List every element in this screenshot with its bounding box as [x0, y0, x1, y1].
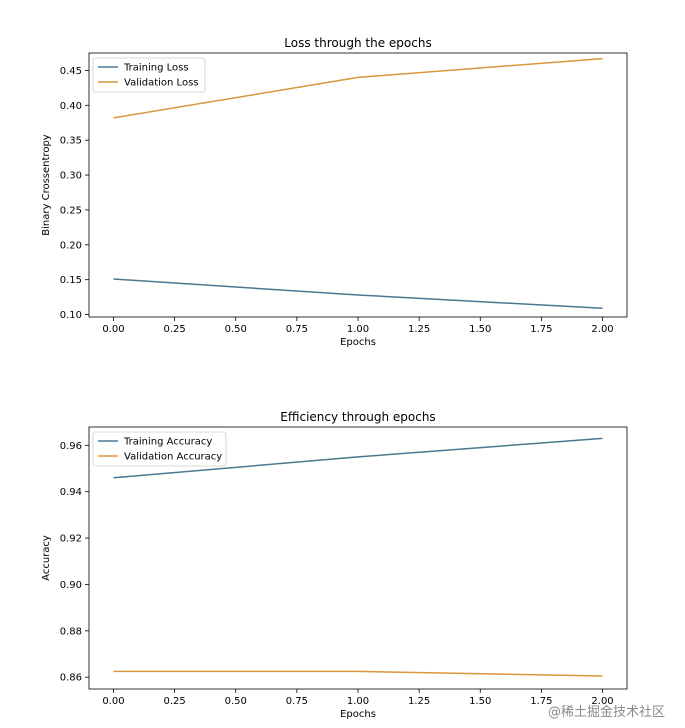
chart2-x-axis-label: Epochs [340, 709, 376, 720]
chart1-x-tick-label-4: 0.75 [286, 324, 308, 335]
chart1-y-tick-label-4: 0.25 [60, 205, 82, 216]
chart1-series-line-1 [113, 278, 603, 310]
chart2-y-tick-label-3: 0.90 [60, 580, 82, 591]
chart2-x-tick-label-9: 2.00 [591, 696, 613, 707]
chart1-y-tick-label-6: 0.35 [60, 136, 82, 147]
chart2-y-tick-label-4: 0.92 [60, 534, 82, 545]
chart1-legend-label-2: Validation Loss [124, 78, 199, 89]
chart2-x-tick-label-6: 1.25 [408, 696, 430, 707]
chart2-series-line-2 [113, 670, 603, 677]
chart1-y-tick-label-8: 0.45 [60, 66, 82, 77]
chart2-x-tick-label-8: 1.75 [530, 696, 552, 707]
chart2-x-tick-label-7: 1.50 [469, 696, 491, 707]
chart1-y-tick-label-7: 0.40 [60, 101, 82, 112]
chart2-y-axis-label: Accuracy [41, 535, 52, 581]
chart1-legend-label-1: Training Loss [123, 63, 189, 74]
chart1-y-tick-label-3: 0.20 [60, 240, 82, 251]
chart1-legend-box [92, 57, 206, 93]
chart1-x-tick-label-3: 0.50 [225, 324, 247, 335]
chart1-x-tick-label-1: 0.00 [102, 324, 124, 335]
chart1-y-tick-label-5: 0.30 [60, 171, 82, 182]
chart2-x-tick-label-4: 0.75 [286, 696, 308, 707]
chart2-y-tick-label-2: 0.88 [60, 626, 82, 637]
chart2-y-tick-label-5: 0.94 [60, 487, 82, 498]
chart1-x-tick-label-9: 2.00 [591, 324, 613, 335]
chart2-legend-label-1: Training Accuracy [123, 437, 212, 448]
chart1-x-tick-label-6: 1.25 [408, 324, 430, 335]
chart1-x-tick-label-5: 1.00 [347, 324, 369, 335]
chart2-legend-label-2: Validation Accuracy [124, 452, 222, 463]
chart1-x-axis-label: Epochs [340, 337, 376, 348]
chart2-title: Efficiency through epochs [280, 410, 435, 424]
chart2-legend-box [92, 431, 227, 467]
chart2-y-tick-label-6: 0.96 [60, 441, 82, 452]
chart1-y-axis-label: Binary Crossentropy [41, 134, 52, 235]
watermark: @稀土掘金技术社区 [547, 705, 665, 720]
chart1-x-tick-label-7: 1.50 [469, 324, 491, 335]
chart2-x-tick-label-5: 1.00 [347, 696, 369, 707]
chart1-x-tick-label-2: 0.25 [163, 324, 185, 335]
chart1-title: Loss through the epochs [284, 36, 431, 50]
chart1-axes-frame [88, 52, 628, 318]
chart2-y-tick-label-1: 0.86 [60, 673, 82, 684]
chart2-x-tick-label-1: 0.00 [102, 696, 124, 707]
chart1-x-tick-label-8: 1.75 [530, 324, 552, 335]
chart1-y-tick-label-1: 0.10 [60, 310, 82, 321]
chart1-y-tick-label-2: 0.15 [60, 275, 82, 286]
chart2-x-tick-label-3: 0.50 [225, 696, 247, 707]
chart2-x-tick-label-2: 0.25 [163, 696, 185, 707]
